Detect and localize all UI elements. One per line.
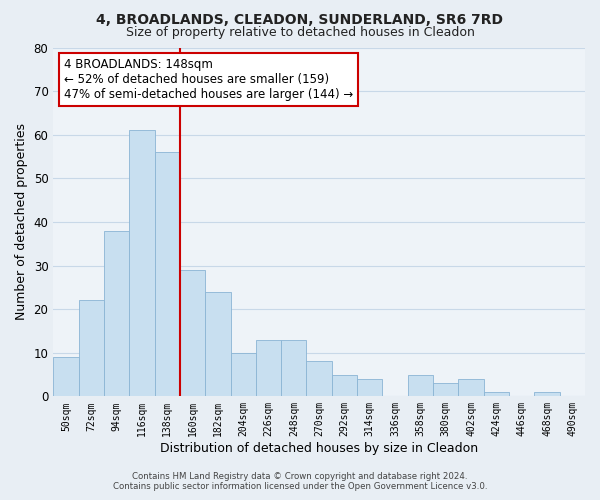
Bar (484, 392, 509, 396)
Bar (458, 379, 484, 396)
Bar (230, 352, 256, 397)
Y-axis label: Number of detached properties: Number of detached properties (15, 124, 28, 320)
X-axis label: Distribution of detached houses by size in Cleadon: Distribution of detached houses by size … (160, 442, 478, 455)
Bar (357, 379, 382, 396)
Bar (307, 362, 332, 396)
Bar (180, 270, 205, 396)
Bar (256, 340, 281, 396)
Bar (281, 340, 307, 396)
Bar (104, 230, 129, 396)
Bar (433, 384, 458, 396)
Text: Contains HM Land Registry data © Crown copyright and database right 2024.
Contai: Contains HM Land Registry data © Crown c… (113, 472, 487, 491)
Bar (535, 392, 560, 396)
Text: Size of property relative to detached houses in Cleadon: Size of property relative to detached ho… (125, 26, 475, 39)
Bar (53, 357, 79, 397)
Bar (79, 300, 104, 396)
Bar (155, 152, 180, 396)
Text: 4, BROADLANDS, CLEADON, SUNDERLAND, SR6 7RD: 4, BROADLANDS, CLEADON, SUNDERLAND, SR6 … (97, 12, 503, 26)
Bar (205, 292, 230, 397)
Bar (332, 374, 357, 396)
Text: 4 BROADLANDS: 148sqm
← 52% of detached houses are smaller (159)
47% of semi-deta: 4 BROADLANDS: 148sqm ← 52% of detached h… (64, 58, 353, 101)
Bar (408, 374, 433, 396)
Bar (129, 130, 155, 396)
